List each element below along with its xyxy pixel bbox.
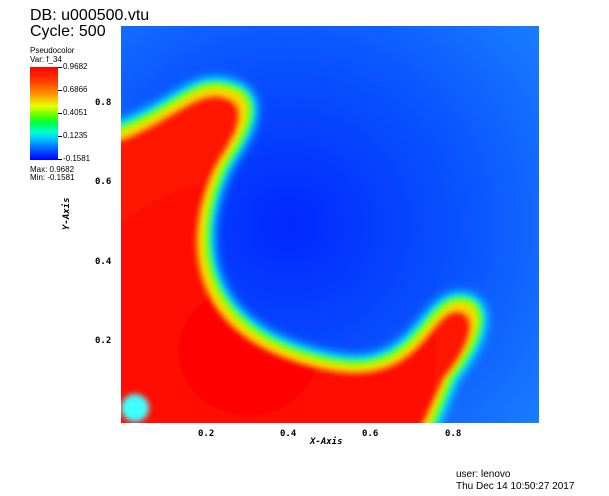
x-tick-label: 0.8	[445, 429, 462, 439]
legend-tick-label: 0.4051	[63, 108, 88, 117]
legend-tick-mark	[58, 67, 62, 68]
pseudocolor-plot	[121, 26, 539, 423]
legend-tick-label: 0.1235	[63, 131, 88, 140]
date-label: Thu Dec 14 10:50:27 2017	[456, 481, 575, 492]
y-tick-label: 0.6	[95, 177, 112, 187]
y-tick-label: 0.8	[95, 98, 112, 108]
legend-tick-label: 0.6866	[63, 85, 88, 94]
legend-tick-mark	[58, 136, 62, 137]
corner-blob	[121, 394, 149, 422]
legend-tick-mark	[58, 159, 62, 160]
legend-tick-label: -0.1581	[63, 154, 91, 163]
y-axis-title: Y-Axis	[62, 197, 72, 230]
legend-var-label: Var: f_34	[30, 55, 62, 64]
legend-min-label: Min: -0.1581	[30, 173, 75, 182]
red-region	[121, 97, 470, 423]
db-title: DB: u000500.vtu	[30, 7, 150, 24]
y-tick-label: 0.2	[95, 336, 112, 346]
user-label: user: lenovo	[456, 469, 511, 480]
cycle-label: Cycle: 500	[30, 23, 106, 40]
legend-color-bar	[30, 67, 58, 160]
x-tick-label: 0.6	[362, 429, 379, 439]
x-tick-label: 0.2	[198, 429, 215, 439]
legend-title: Pseudocolor	[30, 46, 75, 55]
x-axis-title: X-Axis	[310, 437, 343, 447]
y-tick-label: 0.4	[95, 257, 112, 267]
x-tick-label: 0.4	[280, 429, 297, 439]
legend-max-label: Max: 0.9682	[30, 165, 75, 174]
legend-tick-mark	[58, 113, 62, 114]
legend-tick-label: 0.9682	[63, 62, 88, 71]
legend-tick-mark	[58, 90, 62, 91]
